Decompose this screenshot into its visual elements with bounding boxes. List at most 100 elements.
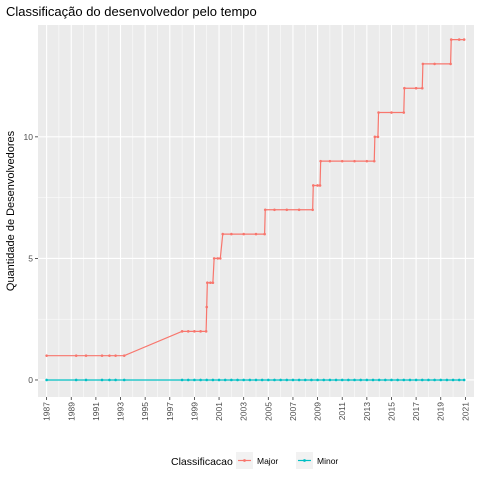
data-point-minor <box>445 378 449 382</box>
data-point-minor <box>433 378 436 382</box>
data-point-minor <box>217 378 221 382</box>
y-tick-label: 0 <box>28 375 33 385</box>
data-point-major <box>449 38 453 41</box>
x-tick-label: 2001 <box>214 402 224 421</box>
legend-key-point <box>303 459 306 462</box>
data-point-minor <box>122 378 126 382</box>
data-point-major <box>311 208 314 212</box>
data-point-major <box>376 135 380 139</box>
data-point-major <box>254 232 258 236</box>
data-point-minor <box>242 378 245 382</box>
series-line-major <box>46 38 465 357</box>
data-point-major <box>433 62 436 66</box>
data-point-minor <box>291 378 295 382</box>
data-point-major <box>353 159 356 163</box>
data-point-major <box>402 111 406 114</box>
data-point-major <box>263 232 266 236</box>
data-point-major <box>209 281 212 285</box>
data-point-minor <box>205 378 209 382</box>
data-point-minor <box>303 378 307 382</box>
data-point-major <box>186 330 190 333</box>
data-point-major <box>273 208 276 212</box>
data-point-minor <box>439 378 443 382</box>
x-tick-label: 1995 <box>140 402 150 421</box>
data-point-minor <box>100 378 104 382</box>
data-point-minor <box>297 378 301 382</box>
x-axis-ticks: 1987 1989 1991 1993 1995 1997 1999 2001 2003 2005… <box>42 397 470 421</box>
legend-item-major: Major <box>236 452 278 469</box>
x-tick-label: 1989 <box>66 402 76 421</box>
data-point-major <box>403 86 406 90</box>
y-axis-title: Quantidade de Desenvolvedores <box>5 130 17 291</box>
x-tick-label: 2015 <box>386 402 396 421</box>
x-tick-label: 2021 <box>460 402 470 421</box>
x-tick-label: 1987 <box>42 402 52 421</box>
series-minor <box>45 378 466 382</box>
x-tick-label: 1997 <box>165 402 175 421</box>
data-point-minor <box>340 378 344 382</box>
data-point-major <box>205 305 209 309</box>
x-tick-label: 2009 <box>313 402 323 421</box>
data-point-major <box>193 330 196 333</box>
data-point-major <box>311 184 315 187</box>
data-point-minor <box>420 378 424 382</box>
data-point-minor <box>365 378 369 382</box>
data-point-minor <box>199 378 202 382</box>
data-point-minor <box>427 378 430 382</box>
data-point-minor <box>414 378 418 382</box>
data-point-major <box>365 159 369 163</box>
data-point-major <box>372 159 376 163</box>
data-point-major <box>316 184 319 187</box>
data-point-major <box>373 135 377 139</box>
data-point-major <box>230 232 233 236</box>
data-point-minor <box>462 378 466 382</box>
data-point-major <box>319 159 322 163</box>
legend-item-minor: Minor <box>296 452 338 469</box>
data-point-minor <box>108 378 111 382</box>
data-point-minor <box>248 378 252 382</box>
data-point-minor <box>408 378 412 382</box>
data-point-minor <box>347 378 350 382</box>
data-point-minor <box>457 378 461 382</box>
data-point-major <box>108 354 111 357</box>
data-point-minor <box>254 378 258 382</box>
x-tick-label: 2011 <box>337 402 347 421</box>
data-point-major <box>420 86 424 90</box>
data-point-minor <box>223 378 227 382</box>
data-point-minor <box>316 378 319 382</box>
data-point-minor <box>114 378 117 382</box>
data-point-major <box>263 208 267 212</box>
x-tick-label: 1993 <box>116 402 126 421</box>
data-point-minor <box>230 378 233 382</box>
legend-label: Minor <box>317 456 338 466</box>
data-point-major <box>328 159 332 163</box>
data-point-minor <box>371 378 375 382</box>
data-point-minor <box>186 378 190 382</box>
data-point-major <box>242 232 245 236</box>
chart-title: Classificação do desenvolvedor pelo temp… <box>6 4 257 19</box>
data-point-minor <box>285 378 289 382</box>
data-point-major <box>449 62 452 66</box>
data-point-minor <box>390 378 393 382</box>
x-tick-label: 2007 <box>288 402 298 421</box>
data-point-major <box>45 354 48 357</box>
data-point-major <box>457 38 461 41</box>
x-tick-label: 2005 <box>263 402 273 421</box>
data-point-major <box>390 111 393 114</box>
y-axis-ticks: 0 5 10 <box>24 132 38 385</box>
data-point-major <box>221 232 225 236</box>
data-point-minor <box>180 378 184 382</box>
data-point-minor <box>260 378 264 382</box>
data-point-major <box>218 257 222 260</box>
data-point-major <box>100 354 104 357</box>
data-point-major <box>122 354 126 357</box>
data-point-major <box>180 330 184 333</box>
data-point-minor <box>211 378 215 382</box>
data-point-minor <box>402 378 406 382</box>
data-point-minor <box>193 378 196 382</box>
data-point-minor <box>236 378 239 382</box>
data-point-major <box>211 281 215 285</box>
data-point-major <box>84 354 88 357</box>
data-point-major <box>114 354 117 357</box>
data-point-minor <box>396 378 399 382</box>
